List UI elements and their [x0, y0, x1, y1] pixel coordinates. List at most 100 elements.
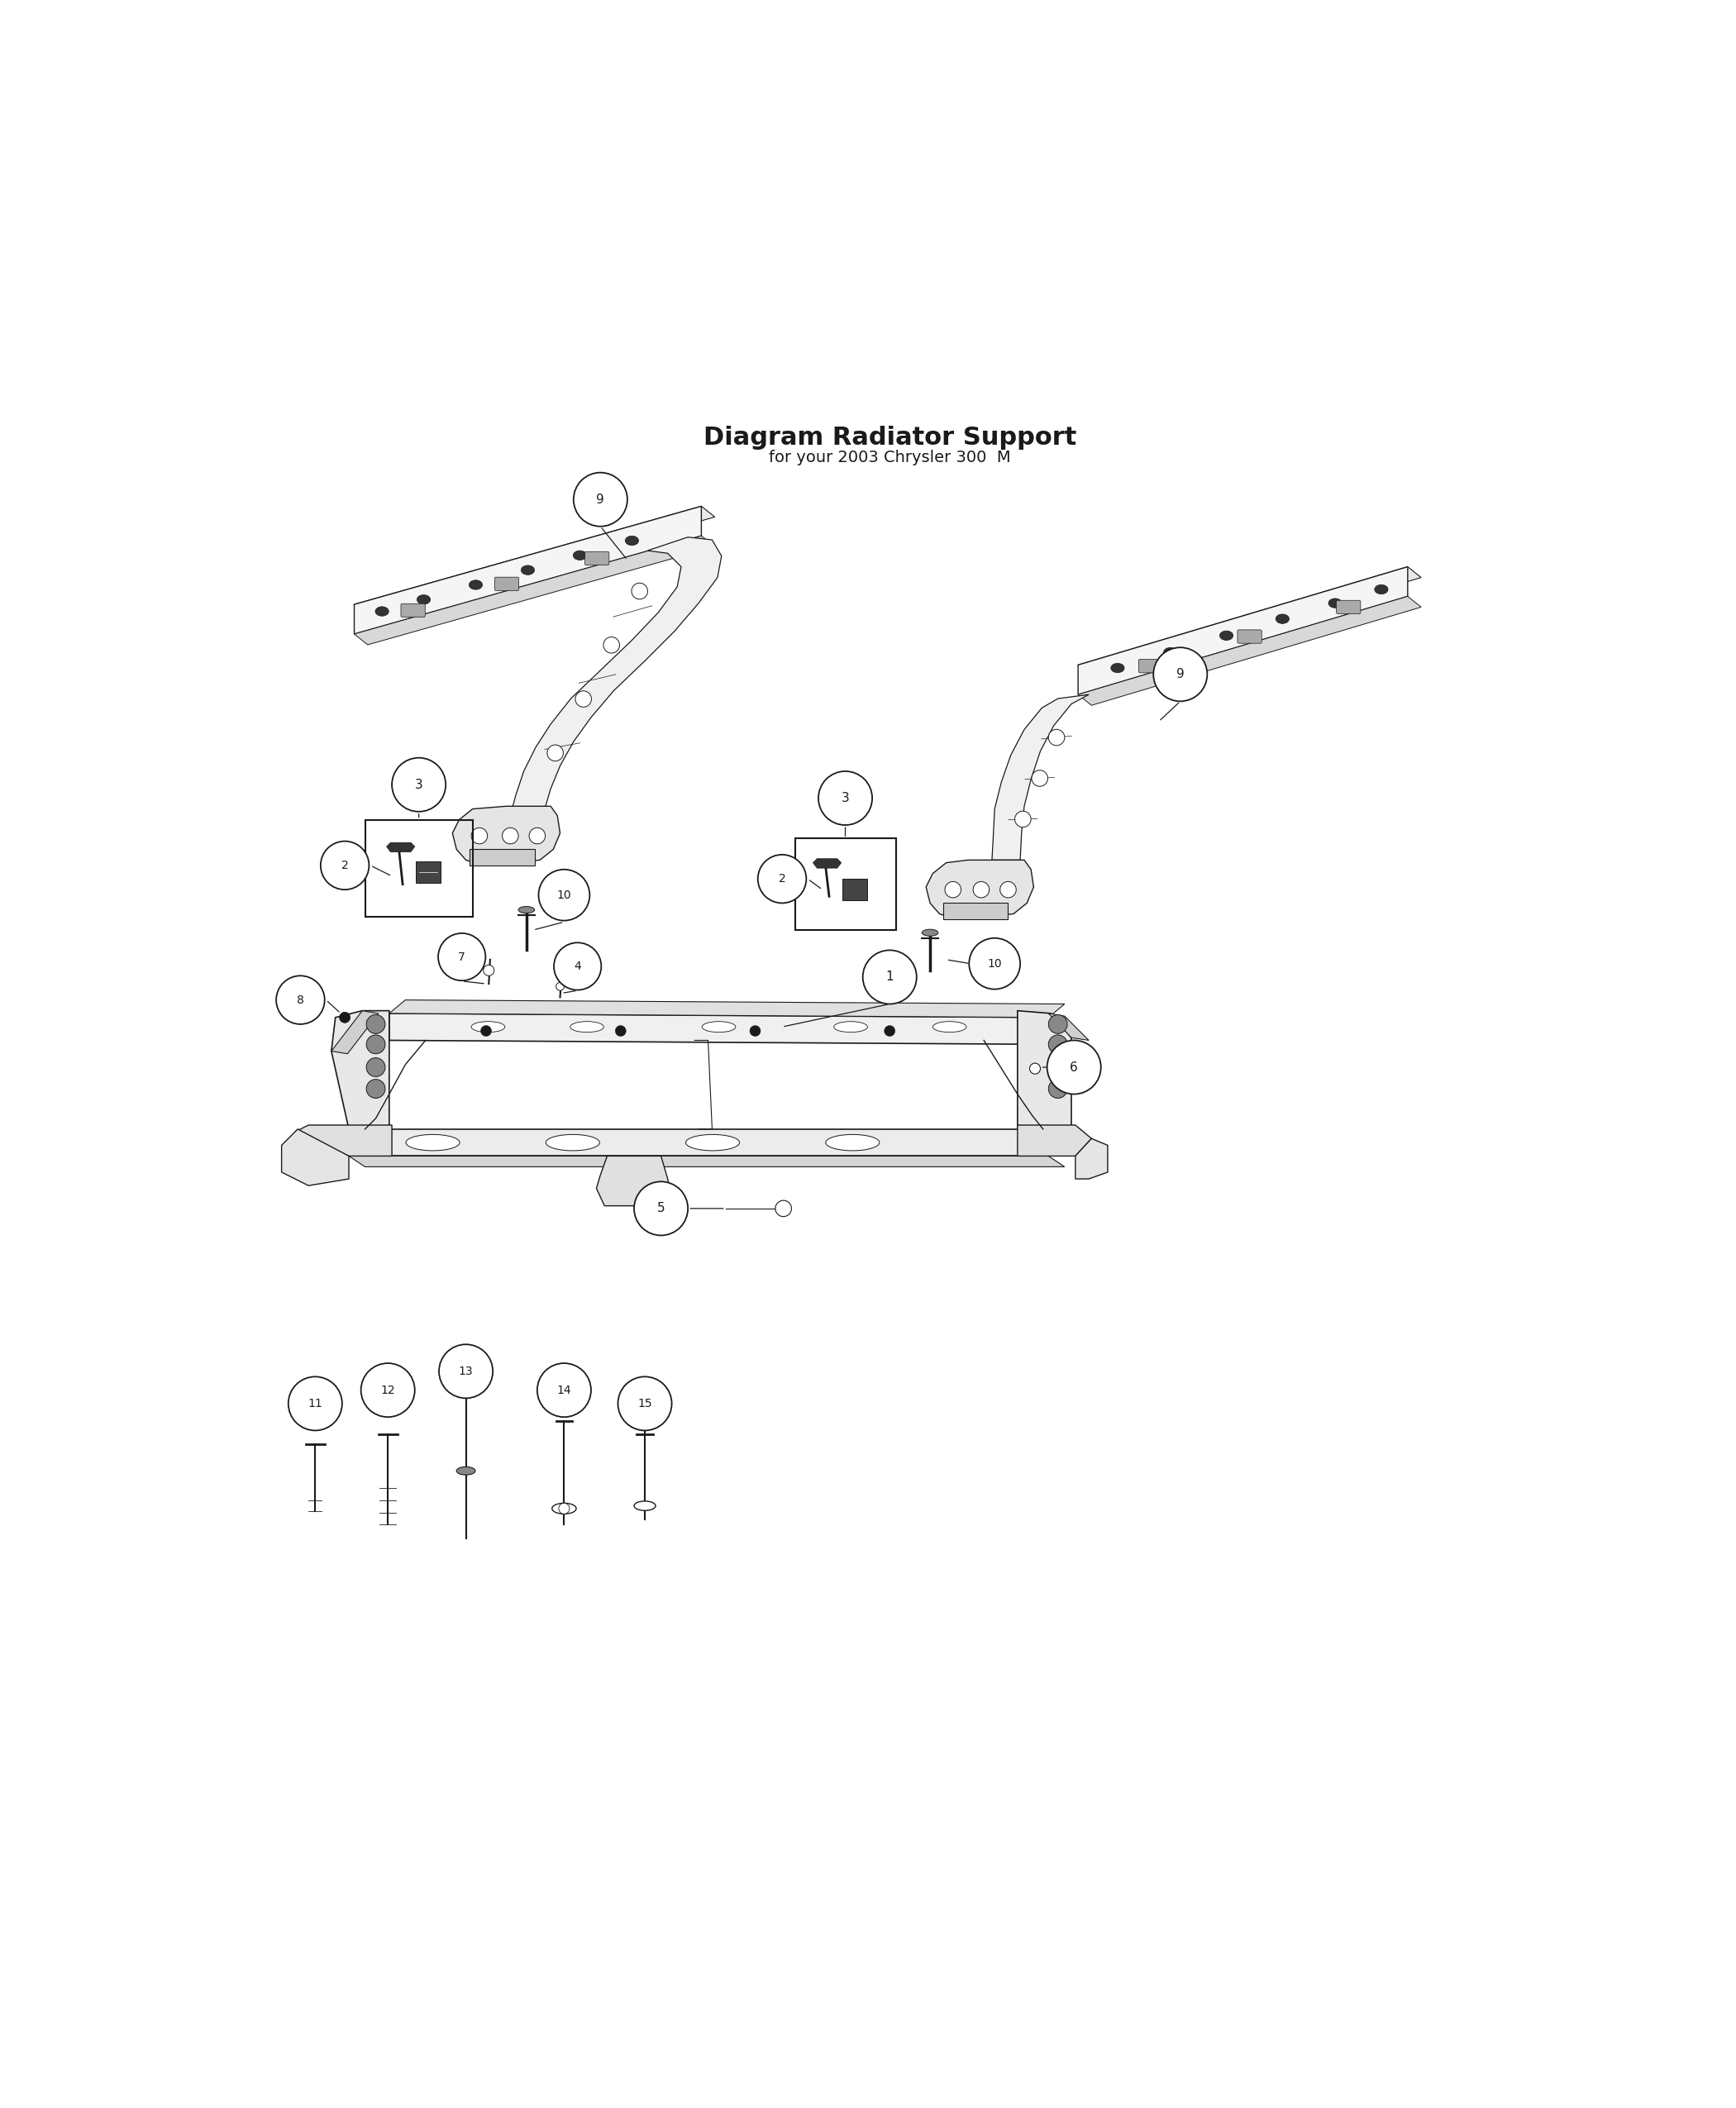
- Polygon shape: [1075, 1138, 1108, 1178]
- Bar: [365, 820, 472, 917]
- Circle shape: [818, 772, 871, 824]
- Circle shape: [573, 472, 627, 527]
- Text: 14: 14: [557, 1385, 571, 1395]
- Text: 1: 1: [885, 972, 894, 982]
- Ellipse shape: [826, 1134, 880, 1151]
- Ellipse shape: [469, 580, 483, 590]
- Ellipse shape: [457, 1467, 476, 1476]
- Polygon shape: [1049, 1014, 1088, 1041]
- Circle shape: [944, 881, 962, 898]
- Ellipse shape: [1375, 584, 1389, 594]
- Ellipse shape: [406, 1134, 460, 1151]
- Circle shape: [276, 976, 325, 1024]
- Ellipse shape: [1328, 599, 1342, 607]
- Text: 3: 3: [415, 778, 424, 790]
- Circle shape: [604, 637, 620, 653]
- Text: 9: 9: [1177, 668, 1184, 681]
- Polygon shape: [354, 506, 701, 635]
- Circle shape: [1049, 1058, 1068, 1077]
- Text: 9: 9: [597, 493, 604, 506]
- Polygon shape: [1078, 567, 1408, 694]
- Ellipse shape: [375, 607, 389, 616]
- Circle shape: [1000, 881, 1016, 898]
- Polygon shape: [453, 805, 561, 866]
- Polygon shape: [925, 860, 1033, 919]
- Polygon shape: [1017, 1010, 1071, 1130]
- Text: 7: 7: [458, 951, 465, 963]
- FancyBboxPatch shape: [1139, 660, 1163, 672]
- Circle shape: [759, 854, 806, 902]
- Polygon shape: [991, 694, 1088, 860]
- Circle shape: [502, 828, 519, 843]
- Bar: [795, 839, 896, 930]
- FancyBboxPatch shape: [1337, 601, 1361, 613]
- Circle shape: [1049, 1035, 1068, 1054]
- Circle shape: [974, 881, 990, 898]
- Polygon shape: [812, 858, 842, 868]
- Ellipse shape: [470, 1022, 505, 1033]
- Text: 5: 5: [656, 1202, 665, 1214]
- Ellipse shape: [1111, 664, 1125, 672]
- Circle shape: [575, 691, 592, 706]
- Circle shape: [340, 1012, 351, 1022]
- Text: 8: 8: [297, 995, 304, 1006]
- FancyBboxPatch shape: [495, 578, 519, 590]
- Polygon shape: [389, 1014, 1049, 1043]
- Polygon shape: [510, 538, 722, 816]
- Polygon shape: [1017, 1126, 1092, 1155]
- Bar: [470, 850, 535, 866]
- Text: Diagram Radiator Support: Diagram Radiator Support: [703, 426, 1076, 449]
- Circle shape: [632, 584, 648, 599]
- Polygon shape: [1078, 597, 1422, 706]
- Polygon shape: [389, 999, 1064, 1018]
- Polygon shape: [349, 1155, 1064, 1168]
- Ellipse shape: [922, 930, 937, 936]
- Circle shape: [750, 1024, 760, 1037]
- Circle shape: [969, 938, 1021, 989]
- Polygon shape: [1078, 567, 1422, 677]
- Circle shape: [1153, 647, 1207, 702]
- Circle shape: [618, 1377, 672, 1431]
- Ellipse shape: [932, 1022, 967, 1033]
- Ellipse shape: [833, 1022, 868, 1033]
- Text: 10: 10: [557, 890, 571, 900]
- Circle shape: [538, 868, 590, 921]
- Polygon shape: [332, 1010, 378, 1054]
- Polygon shape: [281, 1130, 349, 1185]
- Circle shape: [863, 951, 917, 1003]
- FancyBboxPatch shape: [1238, 630, 1262, 643]
- Ellipse shape: [686, 1134, 740, 1151]
- Ellipse shape: [634, 1501, 656, 1511]
- Text: 10: 10: [988, 957, 1002, 970]
- Polygon shape: [354, 535, 715, 645]
- Circle shape: [1047, 1041, 1101, 1094]
- Circle shape: [366, 1058, 385, 1077]
- Circle shape: [536, 1364, 590, 1417]
- Circle shape: [366, 1014, 385, 1033]
- Ellipse shape: [1276, 613, 1290, 624]
- Circle shape: [556, 982, 564, 991]
- Polygon shape: [332, 1010, 389, 1130]
- FancyBboxPatch shape: [585, 552, 609, 565]
- Circle shape: [361, 1364, 415, 1417]
- Bar: [944, 902, 1009, 919]
- Circle shape: [366, 1079, 385, 1098]
- Circle shape: [776, 1199, 792, 1216]
- Circle shape: [470, 828, 488, 843]
- Text: for your 2003 Chrysler 300  M: for your 2003 Chrysler 300 M: [769, 449, 1010, 466]
- Circle shape: [483, 965, 495, 976]
- Ellipse shape: [1220, 630, 1233, 641]
- Circle shape: [1029, 1062, 1040, 1073]
- Circle shape: [288, 1377, 342, 1431]
- Text: 15: 15: [637, 1398, 653, 1410]
- Polygon shape: [349, 1130, 1049, 1155]
- Circle shape: [554, 942, 601, 991]
- Circle shape: [481, 1024, 491, 1037]
- Text: 12: 12: [380, 1385, 396, 1395]
- Text: 6: 6: [1069, 1060, 1078, 1073]
- Ellipse shape: [569, 1022, 604, 1033]
- Circle shape: [884, 1024, 896, 1037]
- Text: 2: 2: [342, 860, 349, 871]
- FancyBboxPatch shape: [401, 603, 425, 618]
- Polygon shape: [597, 1155, 672, 1206]
